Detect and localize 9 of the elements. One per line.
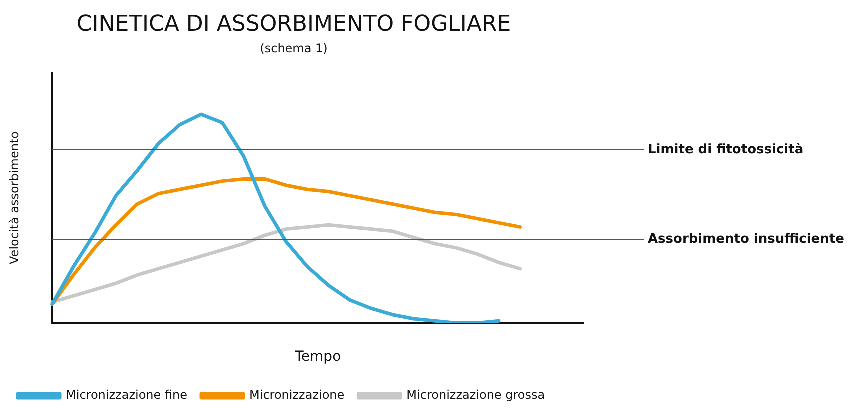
ref-line-label: Limite di fitotossicità — [648, 142, 804, 158]
ref-line-label: Assorbimento insufficiente — [648, 232, 845, 248]
chart-subtitle: (schema 1) — [260, 42, 328, 56]
x-axis-title: Tempo — [294, 349, 342, 366]
chart-title: CINETICA DI ASSORBIMENTO FOGLIARE — [76, 12, 512, 37]
legend-label: Micronizzazione grossa — [406, 388, 546, 402]
legend-label: Micronizzazione — [250, 388, 345, 402]
y-axis-title: Velocità assorbimento — [7, 132, 22, 264]
legend-label: Micronizzazione fine — [66, 388, 188, 402]
